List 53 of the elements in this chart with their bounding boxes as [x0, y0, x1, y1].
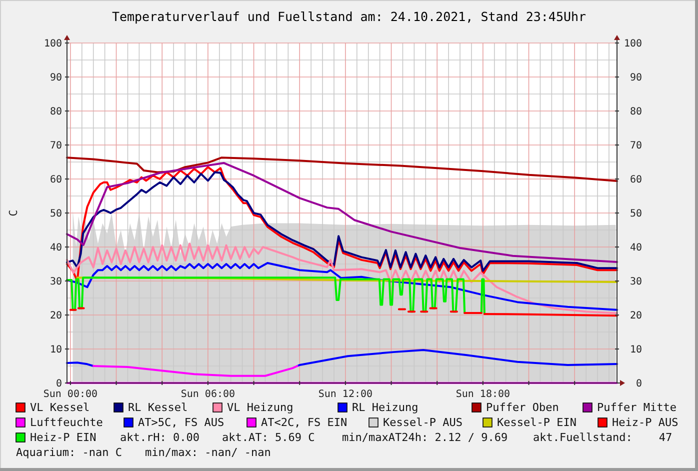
legend-label: Kessel-P AUS [383, 416, 462, 429]
y-tick-label: 0 [56, 378, 62, 390]
legend-label: Heiz-P AUS [612, 416, 678, 429]
line-series [92, 365, 298, 377]
x-tick-label: Sun 00:00 [43, 389, 98, 400]
line-series [66, 276, 486, 315]
legend-label: RL Heizung [352, 401, 418, 414]
legend-label: RL Kessel [128, 401, 188, 414]
legend-label: Puffer Oben [486, 401, 559, 414]
y2-tick-label: 50 [630, 208, 642, 220]
y-tick-label: 10 [50, 344, 62, 356]
y2-tick-label: 10 [630, 344, 642, 356]
y-axis-title: C [7, 210, 20, 216]
y2-tick-label: 20 [630, 310, 642, 322]
legend-label: Kessel-P EIN [497, 416, 576, 429]
text: akt.Fuellstand: 47 [533, 431, 672, 444]
legend-label: VL Kessel [30, 401, 90, 414]
y-tick-label: 100 [44, 38, 62, 50]
y2-tick-label: 90 [630, 72, 642, 84]
legend-label: Luftfeuchte [30, 416, 103, 429]
line-series [66, 262, 618, 311]
text: Aquarium: -nan C [16, 446, 122, 459]
legend-label: VL Heizung [227, 401, 294, 414]
y-tick-label: 20 [50, 310, 62, 322]
y2-tick-label: 40 [630, 242, 642, 254]
y-tick-label: 40 [50, 242, 62, 254]
line-series [66, 162, 618, 263]
y2-tick-label: 30 [630, 276, 642, 288]
y-tick-label: 80 [50, 106, 62, 118]
y-tick-label: 70 [50, 140, 62, 152]
y2-tick-label: 60 [630, 174, 642, 186]
y-tick-label: 60 [50, 174, 62, 186]
y2-tick-label: 70 [630, 140, 642, 152]
line-series [66, 156, 618, 182]
chart-title: Temperaturverlauf und Fuellstand am: 24.10.2021, Stand 23:45Uhr [112, 9, 587, 24]
text: akt.AT: 5.69 C [222, 431, 315, 444]
y2-tick-label: 100 [624, 38, 642, 50]
x-tick-label: Sun 18:00 [456, 389, 510, 400]
legend-label: Heiz-P EIN [30, 431, 96, 444]
legend-label: AT>5C, FS AUS [138, 416, 224, 429]
legend-label: AT<2C, FS EIN [261, 416, 348, 429]
y2-tick-label: 0 [636, 378, 642, 390]
y-tick-label: 90 [50, 72, 62, 84]
text: min/max: -nan/ -nan [145, 446, 271, 459]
line-series [66, 242, 618, 314]
y-tick-label: 30 [50, 276, 62, 288]
x-tick-label: Sun 06:00 [180, 389, 236, 400]
x-tick-label: Sun 12:00 [318, 389, 373, 400]
text: akt.rH: 0.00 [120, 431, 200, 444]
text: min/maxAT24h: 2.12 / 9.69 [342, 431, 508, 444]
y-tick-label: 50 [50, 208, 62, 220]
y2-tick-label: 80 [630, 106, 642, 118]
legend-label: Puffer Mitte [597, 401, 676, 414]
